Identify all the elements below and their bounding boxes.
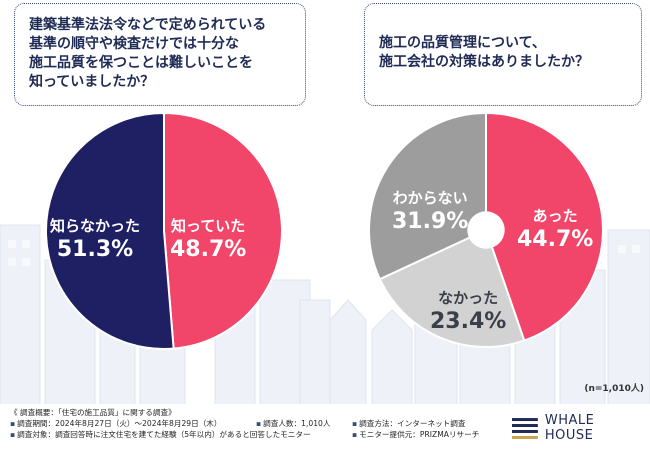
logo-text: WHALE HOUSE xyxy=(544,413,595,443)
pie-slice-0 xyxy=(163,112,283,350)
pie2-label-yes: あった 44.7% xyxy=(517,206,593,254)
slice-value: 48.7% xyxy=(170,237,247,262)
footer-provider: ▪ モニター提供元：PRIZMAリサーチ xyxy=(352,430,480,439)
pie2-label-no: なかった 23.4% xyxy=(430,288,506,336)
pie-slice-1 xyxy=(45,112,175,350)
slice-value: 44.7% xyxy=(517,227,594,252)
slice-value: 31.9% xyxy=(392,209,469,234)
slice-label: わからない xyxy=(392,189,468,207)
pie-chart-quality-measures xyxy=(368,112,604,348)
footer-respondents: ▪ 調査人数：1,010人 xyxy=(256,419,331,428)
pie2-label-unknown: わからない 31.9% xyxy=(392,188,468,236)
slice-label: 知らなかった xyxy=(50,217,141,235)
slice-value: 23.4% xyxy=(430,309,507,334)
slice-label: あった xyxy=(532,207,578,225)
footer-target: ▪ 調査対象：調査回答時に注文住宅を建てた経験（5年以内）があると回答したモニター xyxy=(10,430,311,439)
whale-house-logo: WHALE HOUSE xyxy=(512,413,647,443)
pie-slice-0 xyxy=(485,112,604,342)
pie1-label-knew: 知っていた 48.7% xyxy=(170,216,246,264)
pie-slice-2 xyxy=(368,112,487,281)
sample-size: (n=1,010人) xyxy=(584,384,644,394)
footer-summary: 《 調査概要：「住宅の施工品質」に関する調査》 xyxy=(10,408,176,417)
slice-label: なかった xyxy=(438,289,499,307)
footer-period: ▪ 調査期間：2024年8月27日（火）〜2024年8月29日（木） xyxy=(10,419,222,428)
donut-hole xyxy=(467,211,505,249)
survey-footer: 《 調査概要：「住宅の施工品質」に関する調査》 ▪ 調査期間：2024年8月27日… xyxy=(0,404,650,450)
pie-slice-1 xyxy=(378,228,526,348)
question-2-box: 施工の品質管理について、 施工会社の対策はありましたか？ xyxy=(364,3,642,106)
pie-chart-awareness xyxy=(45,112,283,350)
slice-label: 知っていた xyxy=(171,217,246,235)
footer-method: ▪ 調査方法：インターネット調査 xyxy=(352,419,466,428)
slice-value: 51.3% xyxy=(56,237,134,262)
pie1-label-didnt-know: 知らなかった 51.3% xyxy=(50,216,140,264)
whale-house-logo-icon xyxy=(512,418,538,439)
question-1-box: 建築基準法法令などで定められている 基準の順守や検査だけでは十分な 施工品質を保… xyxy=(14,3,306,106)
